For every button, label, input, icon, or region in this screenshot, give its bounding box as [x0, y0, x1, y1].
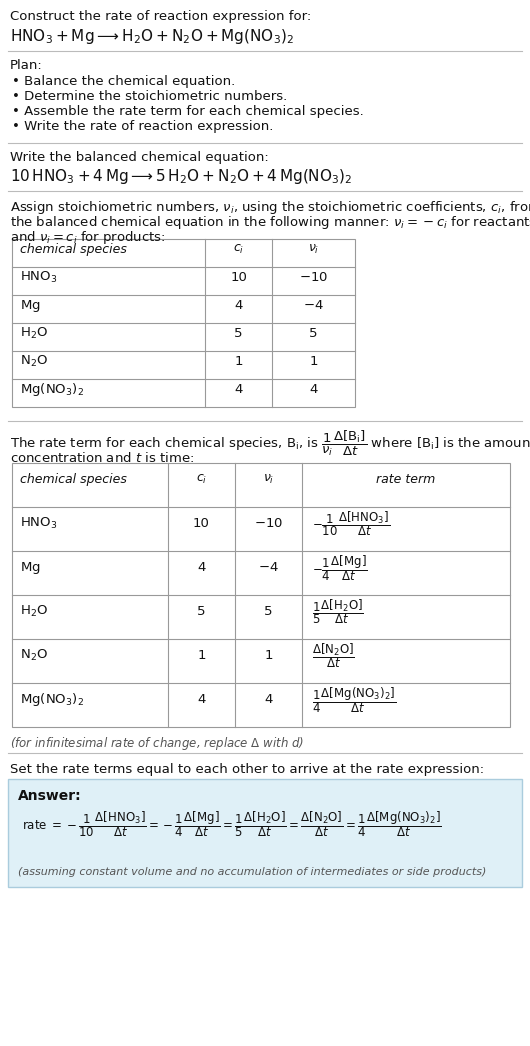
Text: concentration and $t$ is time:: concentration and $t$ is time:	[10, 451, 194, 465]
Text: $\nu_i$: $\nu_i$	[263, 473, 274, 486]
Text: 4: 4	[197, 562, 206, 574]
Text: $\mathrm{H_2O}$: $\mathrm{H_2O}$	[20, 605, 48, 619]
Text: 4: 4	[234, 383, 243, 396]
Text: • Balance the chemical equation.: • Balance the chemical equation.	[12, 75, 235, 88]
Text: • Write the rate of reaction expression.: • Write the rate of reaction expression.	[12, 120, 273, 133]
Text: 1: 1	[264, 650, 273, 662]
Text: $\mathrm{Mg(NO_3)_2}$: $\mathrm{Mg(NO_3)_2}$	[20, 381, 84, 399]
Text: (assuming constant volume and no accumulation of intermediates or side products): (assuming constant volume and no accumul…	[18, 867, 487, 877]
Text: $-\dfrac{1}{10}\dfrac{\Delta[\mathrm{HNO_3}]}{\Delta t}$: $-\dfrac{1}{10}\dfrac{\Delta[\mathrm{HNO…	[312, 509, 390, 538]
Text: Answer:: Answer:	[18, 789, 82, 803]
Text: • Assemble the rate term for each chemical species.: • Assemble the rate term for each chemic…	[12, 105, 364, 118]
Text: The rate term for each chemical species, $\mathrm{B_i}$, is $\dfrac{1}{\nu_i}\df: The rate term for each chemical species,…	[10, 429, 530, 458]
Text: $\mathrm{Mg}$: $\mathrm{Mg}$	[20, 560, 41, 575]
FancyBboxPatch shape	[8, 779, 522, 887]
Text: $-4$: $-4$	[258, 562, 279, 574]
Text: 5: 5	[309, 327, 318, 340]
Text: $c_i$: $c_i$	[196, 473, 207, 486]
Text: $\mathrm{10\, HNO_3 + 4\, Mg \longrightarrow 5\, H_2O + N_2O + 4\, Mg(NO_3)_2}$: $\mathrm{10\, HNO_3 + 4\, Mg \longrighta…	[10, 167, 352, 186]
Text: Plan:: Plan:	[10, 59, 43, 72]
Text: Assign stoichiometric numbers, $\nu_i$, using the stoichiometric coefficients, $: Assign stoichiometric numbers, $\nu_i$, …	[10, 199, 530, 217]
Text: $-10$: $-10$	[254, 517, 283, 530]
Text: chemical species: chemical species	[20, 473, 127, 486]
Text: 1: 1	[309, 356, 318, 368]
Text: the balanced chemical equation in the following manner: $\nu_i = -c_i$ for react: the balanced chemical equation in the fo…	[10, 214, 530, 231]
Text: 4: 4	[234, 299, 243, 312]
Text: 5: 5	[264, 606, 273, 618]
Text: rate $= -\dfrac{1}{10}\dfrac{\Delta[\mathrm{HNO_3}]}{\Delta t} = -\dfrac{1}{4}\d: rate $= -\dfrac{1}{10}\dfrac{\Delta[\mat…	[22, 809, 441, 839]
Text: $-\dfrac{1}{4}\dfrac{\Delta[\mathrm{Mg}]}{\Delta t}$: $-\dfrac{1}{4}\dfrac{\Delta[\mathrm{Mg}]…	[312, 553, 368, 583]
Text: 10: 10	[193, 517, 210, 530]
Bar	[12, 238, 355, 407]
Text: chemical species: chemical species	[20, 243, 127, 256]
Text: • Determine the stoichiometric numbers.: • Determine the stoichiometric numbers.	[12, 90, 287, 103]
Text: $c_i$: $c_i$	[233, 243, 244, 256]
Text: $\dfrac{\Delta[\mathrm{N_2O}]}{\Delta t}$: $\dfrac{\Delta[\mathrm{N_2O}]}{\Delta t}…	[312, 641, 355, 670]
Text: $\mathrm{HNO_3}$: $\mathrm{HNO_3}$	[20, 270, 58, 286]
Text: $\dfrac{1}{4}\dfrac{\Delta[\mathrm{Mg(NO_3)_2}]}{\Delta t}$: $\dfrac{1}{4}\dfrac{\Delta[\mathrm{Mg(NO…	[312, 685, 396, 714]
Text: $\mathrm{Mg(NO_3)_2}$: $\mathrm{Mg(NO_3)_2}$	[20, 691, 84, 708]
Text: $\nu_i$: $\nu_i$	[308, 243, 319, 256]
Bar	[12, 463, 510, 727]
Text: $\mathrm{HNO_3}$: $\mathrm{HNO_3}$	[20, 516, 58, 531]
Text: $-10$: $-10$	[299, 271, 328, 285]
Text: 1: 1	[234, 356, 243, 368]
Text: $-4$: $-4$	[303, 299, 324, 312]
Text: $\mathrm{N_2O}$: $\mathrm{N_2O}$	[20, 649, 48, 663]
Text: $\mathrm{HNO_3 + Mg \longrightarrow H_2O + N_2O + Mg(NO_3)_2}$: $\mathrm{HNO_3 + Mg \longrightarrow H_2O…	[10, 27, 294, 46]
Text: 4: 4	[197, 693, 206, 706]
Text: 4: 4	[310, 383, 317, 396]
Text: 4: 4	[264, 693, 273, 706]
Text: 5: 5	[197, 606, 206, 618]
Text: Write the balanced chemical equation:: Write the balanced chemical equation:	[10, 151, 269, 164]
Text: 5: 5	[234, 327, 243, 340]
Text: Construct the rate of reaction expression for:: Construct the rate of reaction expressio…	[10, 10, 311, 23]
Text: 1: 1	[197, 650, 206, 662]
Text: 10: 10	[230, 271, 247, 285]
Text: $\dfrac{1}{5}\dfrac{\Delta[\mathrm{H_2O}]}{\Delta t}$: $\dfrac{1}{5}\dfrac{\Delta[\mathrm{H_2O}…	[312, 597, 364, 627]
Text: rate term: rate term	[376, 473, 436, 486]
Text: $\mathrm{H_2O}$: $\mathrm{H_2O}$	[20, 326, 48, 341]
Text: Set the rate terms equal to each other to arrive at the rate expression:: Set the rate terms equal to each other t…	[10, 763, 484, 776]
Text: and $\nu_i = c_i$ for products:: and $\nu_i = c_i$ for products:	[10, 229, 165, 246]
Text: $\mathrm{Mg}$: $\mathrm{Mg}$	[20, 298, 41, 314]
Text: (for infinitesimal rate of change, replace $\Delta$ with $d$): (for infinitesimal rate of change, repla…	[10, 735, 304, 752]
Text: $\mathrm{N_2O}$: $\mathrm{N_2O}$	[20, 355, 48, 369]
